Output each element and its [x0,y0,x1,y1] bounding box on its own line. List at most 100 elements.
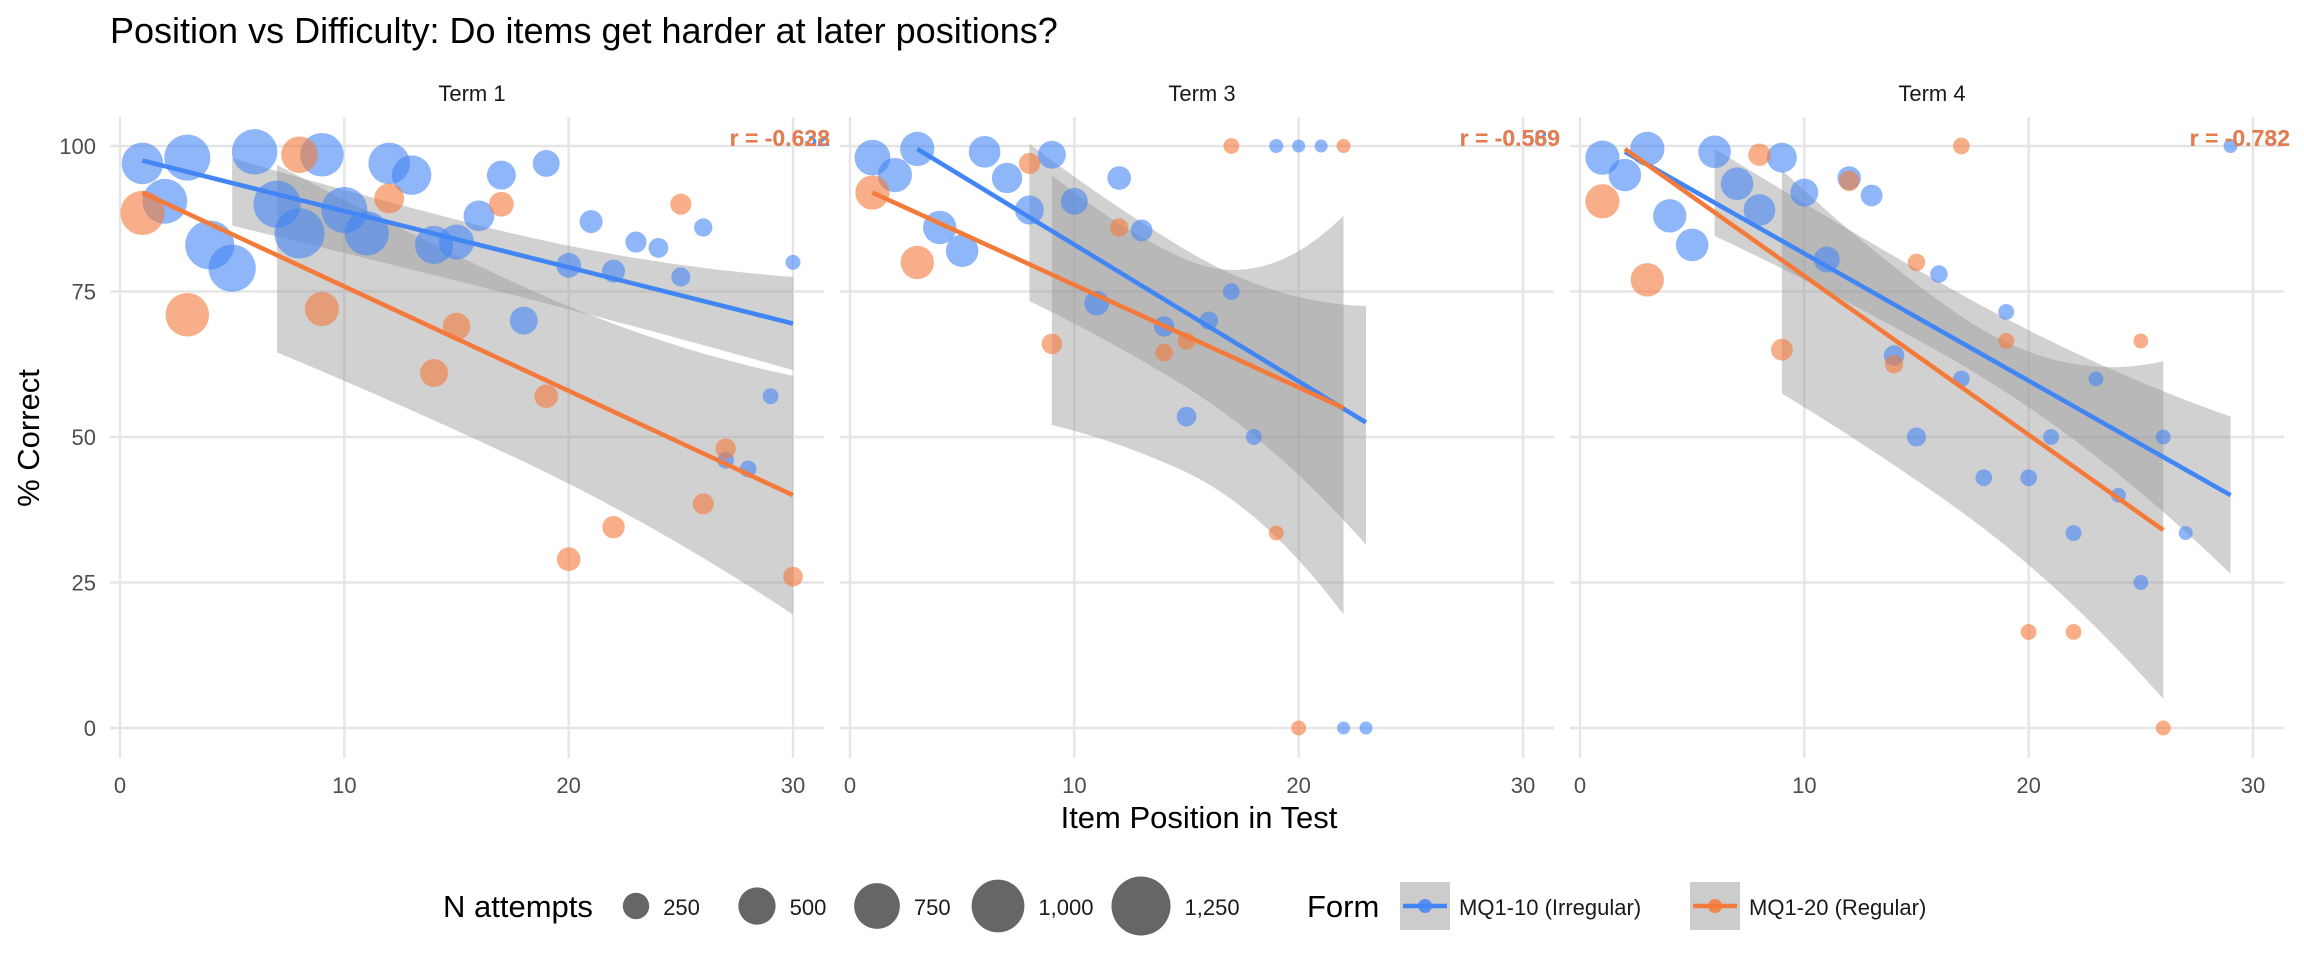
data-point [1608,158,1642,192]
data-point [1336,139,1351,153]
data-point [509,306,538,335]
data-point [1110,218,1129,237]
x-tick-label: 10 [1792,773,1816,798]
data-point [1860,184,1883,207]
correlation-label: r = -0.632 [730,125,830,151]
data-point [1585,140,1620,175]
regression-line [141,158,794,326]
data-point [2133,333,2149,349]
data-point [1314,139,1328,153]
data-point [1884,355,1904,374]
data-point [783,566,803,587]
data-point [1037,140,1066,169]
data-point [670,193,692,215]
data-point [692,493,714,515]
correlation-label: r = -0.628 [730,125,831,151]
confidence-band [1714,148,2231,574]
data-point [945,234,979,268]
data-point [374,183,405,214]
data-point [602,516,625,539]
data-point [785,254,801,270]
confidence-band [1051,175,1344,615]
regression-line [1623,147,2165,532]
data-point [968,135,1001,168]
data-point [1953,137,1970,155]
data-point [420,359,449,387]
data-point [579,210,603,234]
data-point [2020,624,2037,640]
data-point [2065,624,2082,640]
data-point [1107,166,1132,190]
data-point [1223,283,1240,300]
data-point [231,129,278,175]
size-legend-label: 750 [914,895,951,920]
data-point [274,208,325,259]
regression-line [871,190,1345,410]
data-point [1743,194,1776,226]
color-legend-key-point [1708,899,1722,913]
data-point [2155,429,2171,445]
x-tick-label: 10 [332,773,356,798]
data-point [2065,525,2082,541]
data-point [991,162,1023,194]
x-tick-label: 30 [1511,773,1535,798]
color-legend-key-point [1418,899,1432,913]
data-point [438,224,475,260]
confidence-band [277,164,793,615]
data-point [1790,178,1819,207]
y-tick-label: 25 [72,571,96,596]
data-point [694,218,713,237]
x-tick-label: 30 [781,773,805,798]
size-legend-key [738,887,776,925]
data-point [1269,139,1284,153]
y-axis-label: % Correct [11,369,46,507]
data-point [1771,338,1793,361]
data-point [1998,303,2015,320]
size-legend-key [854,883,900,929]
x-tick-label: 0 [114,773,126,798]
data-point [1813,246,1840,273]
color-legend-label: MQ1-20 (Regular) [1749,895,1926,920]
data-point [532,149,560,177]
data-point [121,142,164,185]
regression-line [1623,149,2232,498]
data-point [1748,143,1771,166]
data-point [391,155,432,195]
data-point [1720,167,1754,201]
size-legend-key [622,892,650,920]
data-point [304,291,340,327]
data-point [208,244,256,292]
series-points [1585,131,2238,590]
data-point [1337,721,1350,735]
y-tick-label: 100 [59,134,96,159]
data-point [344,211,389,256]
data-point [648,237,669,258]
data-point [1675,228,1709,262]
data-point [1130,219,1153,242]
confidence-band [1781,169,2164,699]
x-tick-label: 0 [844,773,856,798]
data-point [534,384,559,409]
data-point [1291,720,1307,736]
data-point [1018,152,1041,175]
data-point [1060,187,1088,215]
correlation-label: r = -0.782 [2190,125,2290,151]
data-point [2223,139,2238,153]
color-legend-label: MQ1-10 (Irregular) [1459,895,1641,920]
data-point [1359,721,1373,735]
data-point [2133,575,2149,590]
correlation-label: r = -0.589 [1460,125,1560,151]
data-point [1975,469,1993,487]
y-tick-label: 0 [84,716,96,741]
data-point [715,438,736,459]
size-legend-key [1111,876,1171,936]
data-point [2178,526,2193,541]
data-point [165,293,210,337]
data-point [486,160,516,190]
color-legend-title: Form [1307,889,1379,924]
data-point [625,231,647,253]
